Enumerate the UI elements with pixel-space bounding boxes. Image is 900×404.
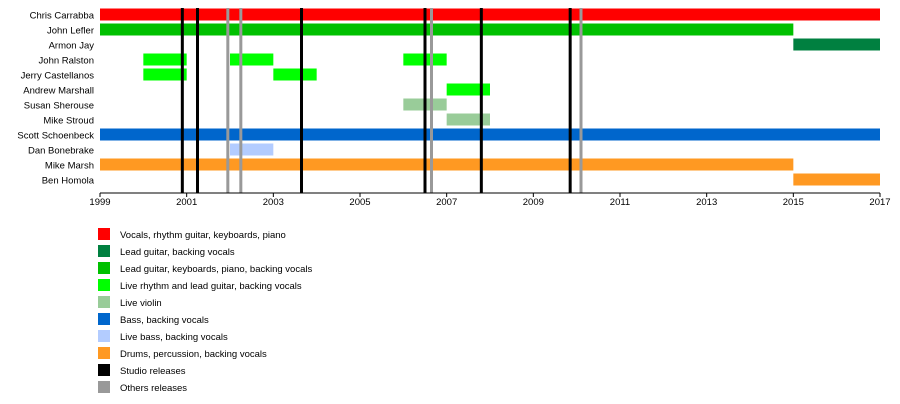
member-bar: [273, 68, 317, 81]
member-label: Mike Marsh: [45, 161, 94, 172]
x-tick-label: 2017: [869, 197, 890, 208]
legend-swatch: [98, 262, 110, 274]
x-tick-label: 2009: [523, 197, 544, 208]
member-label: Scott Schoenbeck: [17, 131, 94, 142]
legend-label: Studio releases: [120, 366, 186, 377]
x-tick-label: 2003: [263, 197, 284, 208]
member-bar: [230, 143, 274, 156]
legend-label: Live violin: [120, 298, 162, 309]
member-label: Susan Sherouse: [24, 101, 94, 112]
legend-swatch: [98, 279, 110, 291]
member-bar: [230, 53, 274, 66]
legend: Vocals, rhythm guitar, keyboards, piano L…: [98, 228, 312, 394]
member-label: Ben Homola: [42, 176, 95, 187]
member-label: Jerry Castellanos: [21, 71, 95, 82]
member-bar: [446, 83, 490, 96]
member-bar: [100, 128, 880, 141]
legend-label: Others releases: [120, 383, 187, 394]
legend-swatch: [98, 330, 110, 342]
x-tick-label: 2005: [349, 197, 370, 208]
x-tick-label: 2011: [610, 197, 630, 208]
member-bar: [446, 113, 490, 126]
x-tick-label: 1999: [89, 197, 110, 208]
member-labels: Chris Carrabba John Lefler Armon Jay John R…: [17, 11, 94, 187]
legend-swatch: [98, 347, 110, 359]
legend-label: Live bass, backing vocals: [120, 332, 228, 343]
legend-swatch: [98, 228, 110, 240]
member-label: Chris Carrabba: [30, 11, 95, 22]
member-bar: [143, 68, 187, 81]
member-label: John Lefler: [47, 26, 94, 37]
legend-label: Lead guitar, backing vocals: [120, 247, 235, 258]
legend-label: Bass, backing vocals: [120, 315, 209, 326]
legend-label: Vocals, rhythm guitar, keyboards, piano: [120, 230, 286, 241]
member-bar: [100, 8, 880, 21]
member-label: Dan Bonebrake: [28, 146, 94, 157]
member-bar: [100, 23, 794, 36]
legend-swatch: [98, 313, 110, 325]
legend-label: Lead guitar, keyboards, piano, backing v…: [120, 264, 312, 275]
legend-swatch: [98, 296, 110, 308]
x-axis: 1999 2001 2003 2005 2007 2009 2011 2013 2015 2017: [89, 192, 891, 208]
x-tick-label: 2007: [436, 197, 457, 208]
member-bars: [100, 8, 880, 186]
legend-label: Live rhythm and lead guitar, backing voc…: [120, 281, 302, 292]
member-bar: [100, 158, 794, 171]
legend-swatch: [98, 364, 110, 376]
release-lines: [180, 8, 583, 193]
legend-swatch: [98, 245, 110, 257]
member-label: Mike Stroud: [43, 116, 94, 127]
x-tick-label: 2015: [783, 197, 804, 208]
x-tick-label: 2013: [696, 197, 717, 208]
member-bar: [793, 38, 880, 51]
member-label: Armon Jay: [49, 41, 95, 52]
x-tick-label: 2001: [176, 197, 197, 208]
member-label: John Ralston: [39, 56, 94, 67]
legend-swatch: [98, 381, 110, 393]
member-bar: [793, 173, 880, 186]
member-label: Andrew Marshall: [23, 86, 94, 97]
legend-label: Drums, percussion, backing vocals: [120, 349, 267, 360]
member-bar: [143, 53, 187, 66]
